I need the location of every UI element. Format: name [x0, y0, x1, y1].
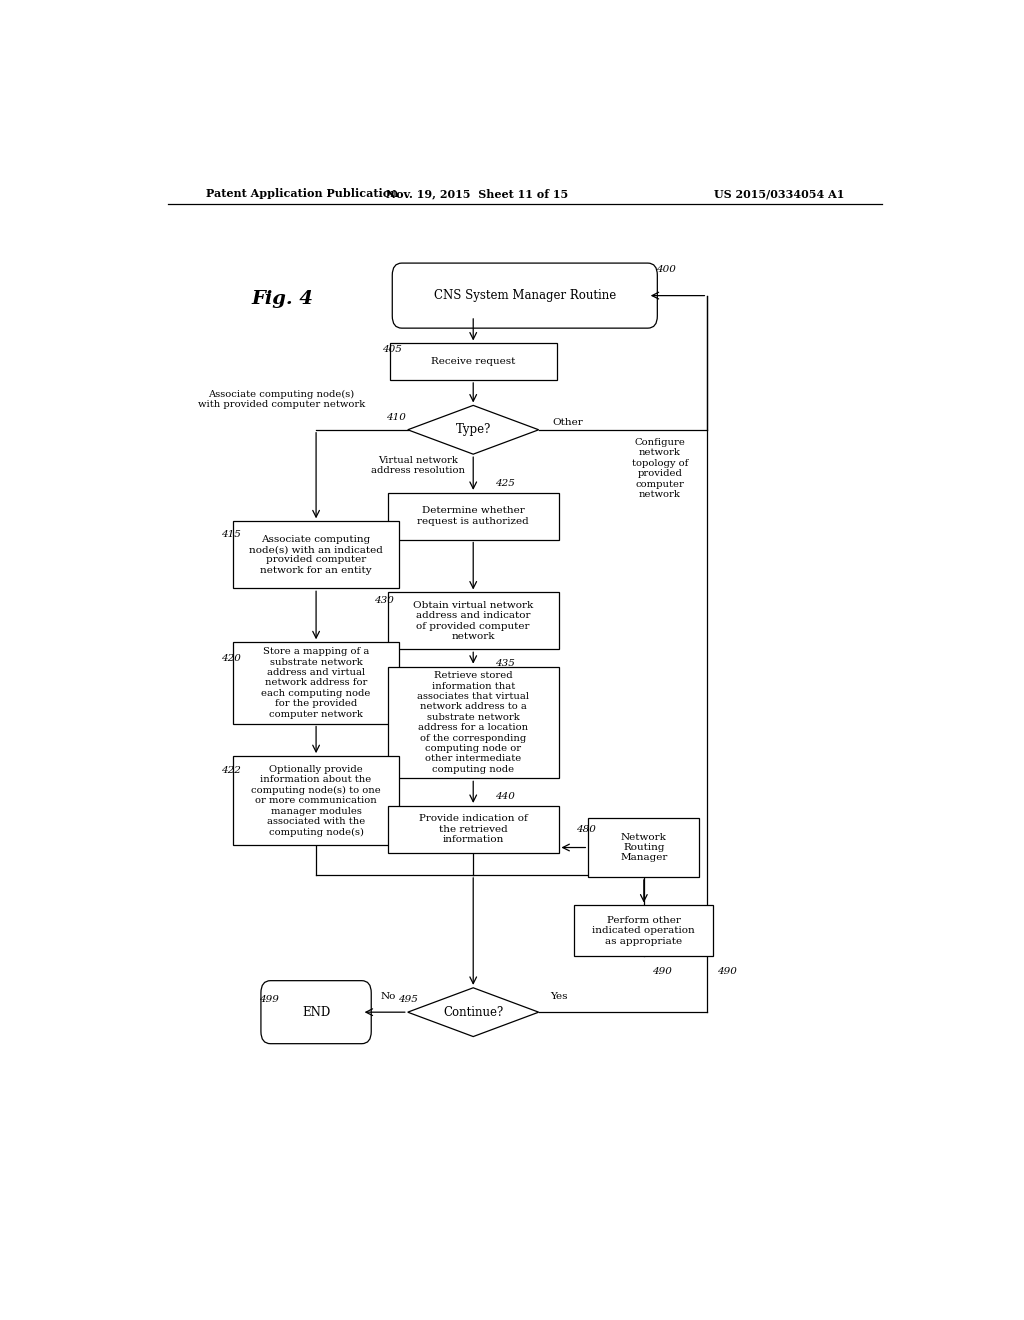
FancyBboxPatch shape	[232, 756, 399, 846]
Text: Type?: Type?	[456, 424, 490, 437]
Text: Perform other
indicated operation
as appropriate: Perform other indicated operation as app…	[593, 916, 695, 945]
Text: Associate computing node(s)
with provided computer network: Associate computing node(s) with provide…	[198, 389, 365, 409]
Text: 490: 490	[652, 968, 672, 975]
FancyBboxPatch shape	[388, 492, 558, 540]
Text: Configure
network
topology of
provided
computer
network: Configure network topology of provided c…	[632, 438, 688, 499]
FancyBboxPatch shape	[388, 667, 558, 779]
FancyBboxPatch shape	[261, 981, 372, 1044]
FancyBboxPatch shape	[588, 818, 699, 876]
FancyBboxPatch shape	[390, 343, 557, 380]
Text: 430: 430	[374, 597, 394, 605]
Text: Other: Other	[553, 418, 584, 428]
Text: 410: 410	[386, 413, 406, 422]
Text: Retrieve stored
information that
associates that virtual
network address to a
su: Retrieve stored information that associa…	[417, 671, 529, 774]
Polygon shape	[408, 987, 539, 1036]
Text: Nov. 19, 2015  Sheet 11 of 15: Nov. 19, 2015 Sheet 11 of 15	[386, 189, 568, 199]
Text: 405: 405	[382, 345, 401, 354]
Text: Network
Routing
Manager: Network Routing Manager	[621, 833, 668, 862]
Text: 415: 415	[221, 529, 241, 539]
Polygon shape	[408, 405, 539, 454]
Text: END: END	[302, 1006, 330, 1019]
Text: Provide indication of
the retrieved
information: Provide indication of the retrieved info…	[419, 814, 527, 843]
FancyBboxPatch shape	[574, 906, 714, 956]
FancyBboxPatch shape	[392, 263, 657, 329]
Text: 422: 422	[221, 766, 241, 775]
Text: Receive request: Receive request	[431, 358, 515, 366]
Text: Continue?: Continue?	[443, 1006, 504, 1019]
Text: Yes: Yes	[551, 993, 568, 1002]
Text: 495: 495	[397, 995, 418, 1005]
Text: 425: 425	[496, 479, 515, 488]
Text: Store a mapping of a
substrate network
address and virtual
network address for
e: Store a mapping of a substrate network a…	[261, 647, 371, 718]
Text: Obtain virtual network
address and indicator
of provided computer
network: Obtain virtual network address and indic…	[413, 601, 534, 642]
Text: 480: 480	[577, 825, 596, 834]
Text: US 2015/0334054 A1: US 2015/0334054 A1	[714, 189, 844, 199]
Text: Patent Application Publication: Patent Application Publication	[206, 189, 398, 199]
Text: Determine whether
request is authorized: Determine whether request is authorized	[418, 507, 529, 525]
Text: Fig. 4: Fig. 4	[252, 289, 313, 308]
FancyBboxPatch shape	[232, 521, 399, 589]
Text: 499: 499	[259, 995, 279, 1005]
Text: 440: 440	[496, 792, 515, 801]
Text: Optionally provide
information about the
computing node(s) to one
or more commun: Optionally provide information about the…	[251, 764, 381, 837]
Text: 420: 420	[221, 653, 241, 663]
Text: Associate computing
node(s) with an indicated
provided computer
network for an e: Associate computing node(s) with an indi…	[249, 535, 383, 576]
FancyBboxPatch shape	[232, 643, 399, 723]
FancyBboxPatch shape	[388, 593, 558, 649]
Text: 400: 400	[655, 265, 676, 273]
Text: 490: 490	[717, 968, 737, 975]
Text: 435: 435	[496, 659, 515, 668]
Text: Virtual network
address resolution: Virtual network address resolution	[371, 455, 465, 475]
Text: CNS System Manager Routine: CNS System Manager Routine	[434, 289, 615, 302]
Text: No: No	[380, 993, 395, 1002]
FancyBboxPatch shape	[388, 805, 558, 853]
